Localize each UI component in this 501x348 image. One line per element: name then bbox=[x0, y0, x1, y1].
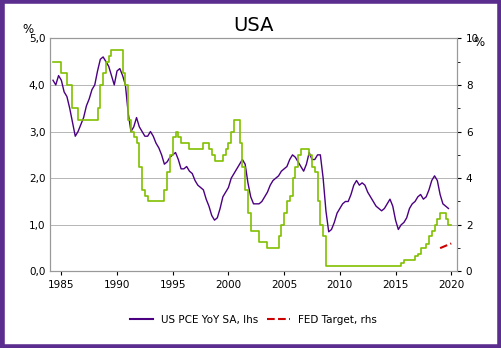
Title: USA: USA bbox=[233, 16, 273, 35]
Y-axis label: %: % bbox=[22, 23, 34, 36]
Legend: US PCE YoY SA, lhs, FED Target, rhs: US PCE YoY SA, lhs, FED Target, rhs bbox=[126, 311, 380, 329]
Y-axis label: %: % bbox=[472, 36, 484, 49]
